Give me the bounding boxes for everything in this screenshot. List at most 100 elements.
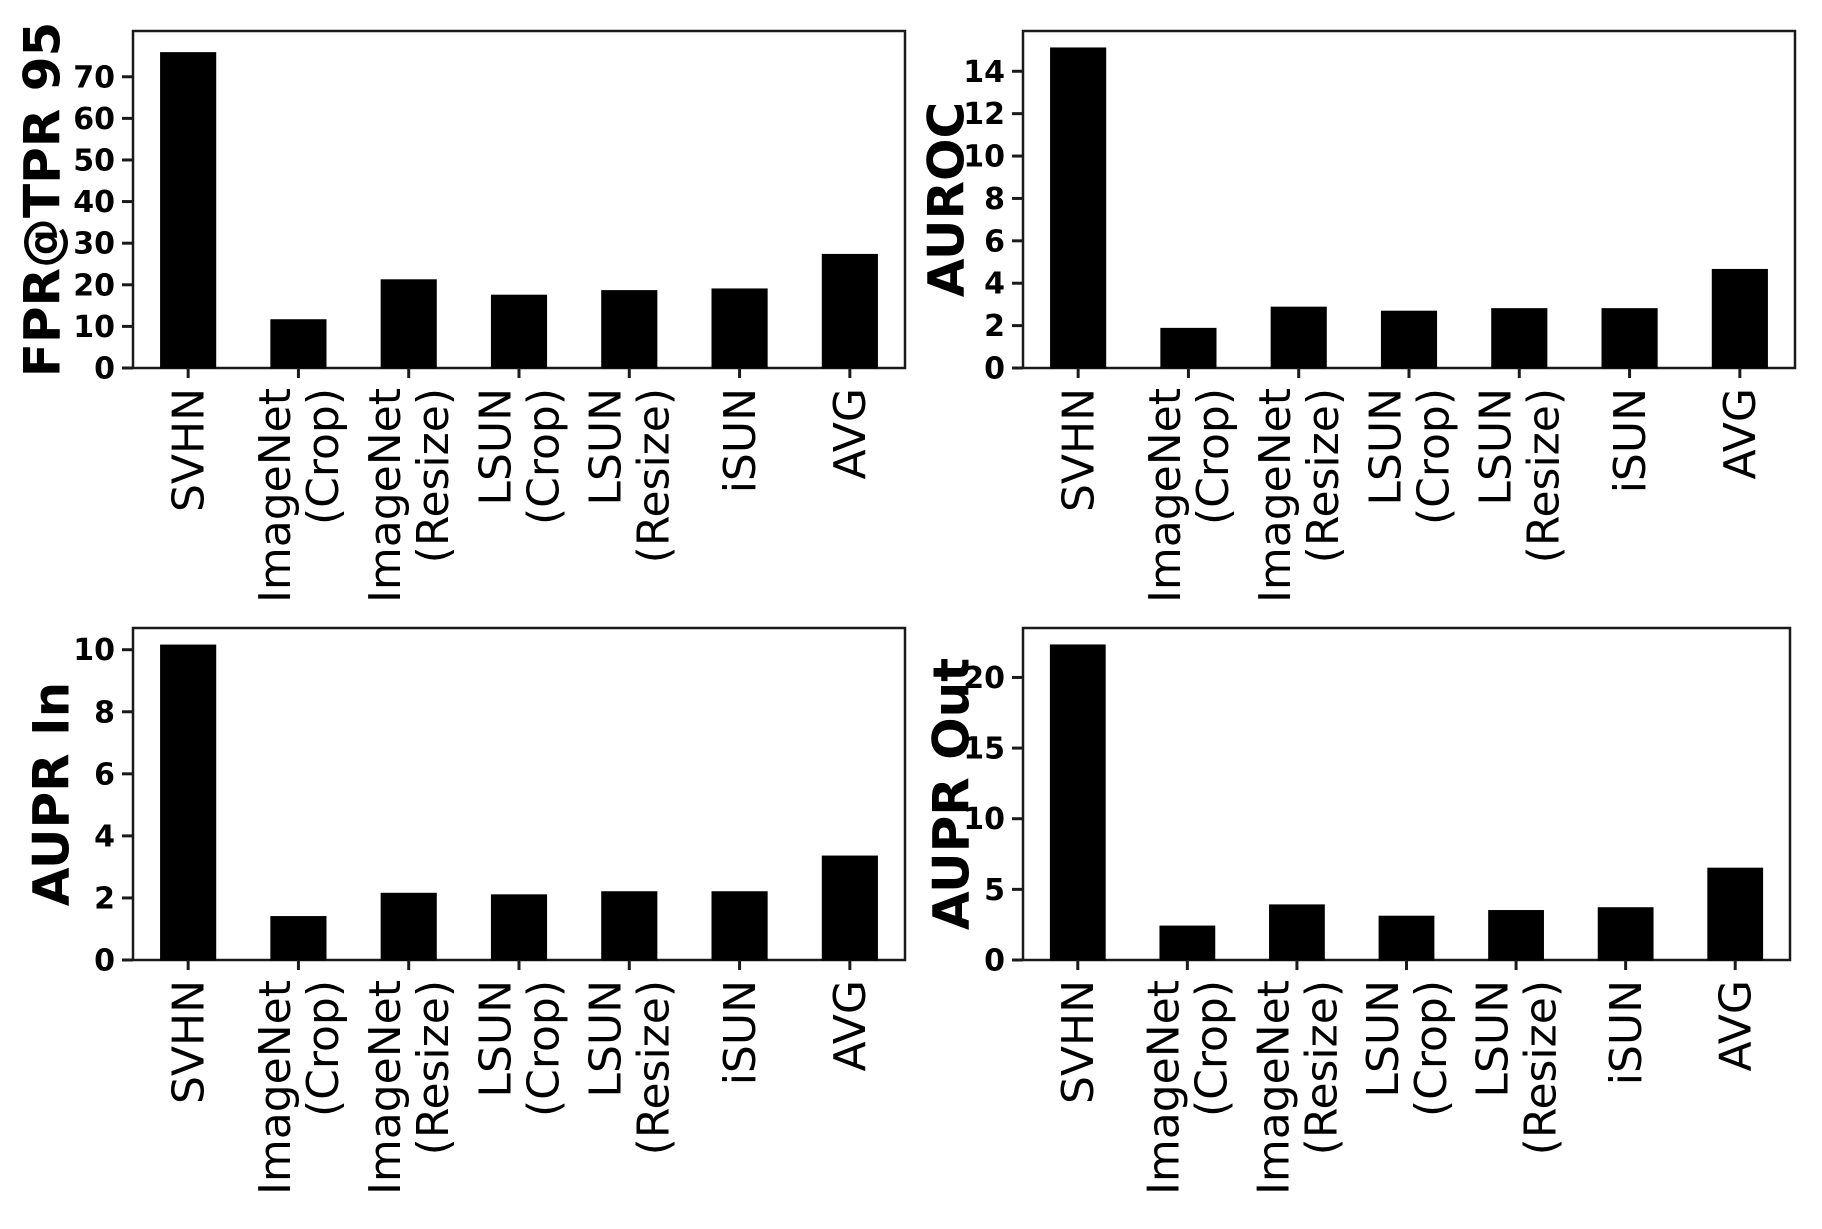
bar-imagenet-crop (1160, 327, 1217, 369)
bar-imagenet-resize (1270, 306, 1327, 369)
x-tick-label-imagenet-crop: ImageNet (250, 980, 301, 1195)
x-tick-label-svhn: SVHN (164, 980, 215, 1104)
y-tick-label: 20 (73, 268, 115, 303)
y-tick-label: 0 (94, 352, 115, 387)
x-tick-label-imagenet-crop: (Crop) (298, 980, 349, 1117)
plot-border (1021, 626, 1792, 962)
bar-lsun-crop (490, 894, 548, 961)
x-tick-label-imagenet-resize: ImageNet (1250, 388, 1301, 603)
y-tick-label: 0 (94, 944, 115, 979)
x-tick-label-svhn: SVHN (1053, 980, 1104, 1104)
y-tick-label: 2 (94, 881, 115, 916)
bar-avg (1707, 867, 1764, 961)
bar-svhn (1049, 644, 1106, 961)
x-tick-label-lsun-crop: (Crop) (1406, 980, 1457, 1117)
y-tick-label: 0 (984, 352, 1005, 387)
bar-imagenet-resize (1269, 904, 1325, 961)
x-tick-label-imagenet-crop: (Crop) (1188, 388, 1239, 525)
bar-lsun-crop (490, 294, 548, 369)
bar-isun (1597, 907, 1654, 961)
x-tick-label-imagenet-crop: (Crop) (1187, 980, 1238, 1117)
y-tick-label: 20 (963, 661, 1005, 696)
bar-avg (821, 855, 878, 961)
y-tick-label: 0 (984, 944, 1005, 979)
y-tick-label: 4 (94, 819, 115, 854)
y-tick-label: 40 (73, 185, 115, 220)
bar-imagenet-crop (270, 319, 327, 369)
x-tick-label-imagenet-crop: ImageNet (250, 388, 301, 603)
x-tick-label-imagenet-resize: (Resize) (408, 980, 459, 1155)
x-tick-label-lsun-crop: (Crop) (1408, 388, 1459, 525)
chart-auroc: 0 2 4 6 8 10 12 14 AUROC SVHN ImageNet (Crop) ImageN… (911, 0, 1822, 614)
x-tick-label-lsun-resize: (Resize) (629, 388, 680, 563)
x-tick-label-lsun-resize: (Resize) (1519, 388, 1570, 563)
y-axis-title: AUROC (918, 102, 976, 297)
y-tick-label: 8 (984, 182, 1005, 217)
bar-avg (821, 253, 878, 369)
x-tick-label-lsun-resize: (Resize) (1515, 980, 1566, 1155)
y-tick-label: 30 (73, 227, 115, 262)
x-tick-label-svhn: SVHN (1054, 388, 1105, 512)
x-tick-label-isun: iSUN (1601, 980, 1652, 1085)
x-tick-label-imagenet-crop: ImageNet (1139, 980, 1190, 1195)
bar-svhn (160, 52, 217, 369)
bar-isun (711, 891, 768, 961)
x-tick-label-imagenet-resize: ImageNet (360, 980, 411, 1195)
x-tick-label-lsun-resize: (Resize) (629, 980, 680, 1155)
bar-avg (1711, 268, 1768, 369)
y-tick-label: 2 (984, 309, 1005, 344)
bar-lsun-crop (1380, 310, 1438, 369)
x-tick-label-imagenet-resize: (Resize) (1298, 388, 1349, 563)
bar-isun (1601, 308, 1658, 369)
x-tick-label-imagenet-crop: ImageNet (1140, 388, 1191, 603)
y-tick-label: 14 (963, 55, 1005, 90)
x-tick-label-avg: AVG (1711, 980, 1762, 1071)
y-tick-label: 5 (984, 873, 1005, 908)
bar-imagenet-crop (270, 916, 327, 961)
bar-imagenet-resize (380, 279, 437, 369)
y-tick-label: 50 (73, 143, 115, 178)
y-tick-label: 4 (984, 267, 1005, 302)
bar-lsun-resize (1488, 910, 1544, 961)
bar-lsun-resize (1491, 308, 1548, 369)
y-tick-label: 8 (94, 695, 115, 730)
y-axis-title: FPR@TPR 95 (14, 22, 72, 378)
x-tick-label-isun: iSUN (715, 980, 766, 1085)
y-tick-label: 12 (963, 97, 1005, 132)
x-tick-label-lsun-resize: LSUN (581, 388, 632, 506)
x-tick-label-avg: AVG (825, 980, 876, 1071)
x-tick-label-imagenet-resize: ImageNet (1248, 980, 1299, 1195)
y-tick-label: 10 (963, 140, 1005, 175)
x-tick-label-isun: iSUN (1605, 388, 1656, 493)
chart-aupr-out: 0 5 10 15 20 AUPR Out SVHN ImageNet (Crop) ImageN… (911, 614, 1822, 1229)
y-tick-label: 15 (963, 732, 1005, 767)
bar-lsun-crop (1378, 915, 1435, 961)
y-tick-label: 10 (73, 310, 115, 345)
y-tick-label: 10 (963, 802, 1005, 837)
chart-aupr-in: 0 2 4 6 8 10 AUPR In SVHN ImageNet (Crop) ImageNet… (0, 614, 911, 1229)
bar-lsun-resize (601, 290, 658, 369)
x-tick-label-imagenet-resize: (Resize) (1296, 980, 1347, 1155)
y-tick-label: 60 (73, 102, 115, 137)
bar-svhn (160, 644, 217, 961)
x-tick-label-lsun-resize: LSUN (581, 980, 632, 1098)
bar-isun (711, 288, 768, 369)
y-tick-label: 6 (94, 757, 115, 792)
x-tick-label-imagenet-crop: (Crop) (298, 388, 349, 525)
chart-fpr-at-tpr-95: 0 10 20 30 40 50 60 70 FPR@TPR 95 SVHN ImageNet (Cr… (0, 0, 911, 614)
x-tick-label-lsun-resize: LSUN (1471, 388, 1522, 506)
x-tick-label-isun: iSUN (715, 388, 766, 493)
x-tick-label-lsun-crop: LSUN (1358, 980, 1409, 1098)
bar-imagenet-resize (380, 892, 437, 961)
x-tick-label-lsun-resize: LSUN (1467, 980, 1518, 1098)
bar-svhn (1050, 47, 1107, 369)
bar-imagenet-crop (1159, 925, 1216, 961)
x-tick-label-svhn: SVHN (164, 388, 215, 512)
x-tick-label-lsun-crop: (Crop) (518, 980, 569, 1117)
y-tick-label: 6 (984, 224, 1005, 259)
x-tick-label-avg: AVG (1715, 388, 1766, 479)
